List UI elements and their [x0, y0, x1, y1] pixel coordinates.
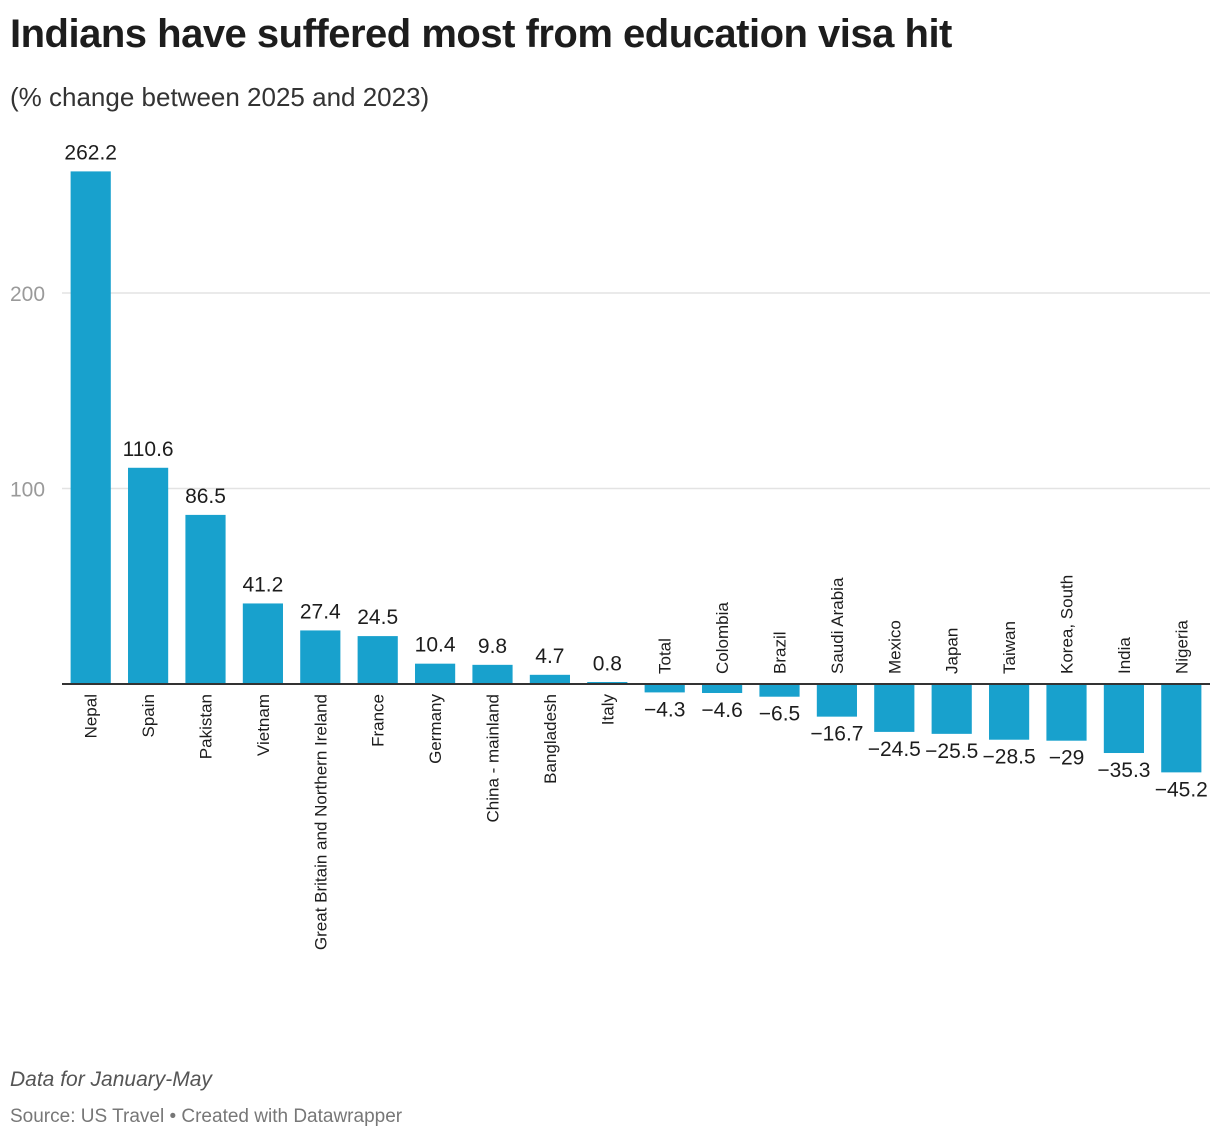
y-tick-label: 100	[10, 479, 45, 502]
chart-source: Source: US Travel • Created with Datawra…	[10, 1106, 403, 1127]
category-label: Nigeria	[1172, 620, 1191, 674]
value-label: −24.5	[868, 738, 921, 761]
value-label: 0.8	[593, 652, 622, 675]
category-label: Brazil	[771, 631, 790, 674]
category-label: China - mainland	[484, 694, 503, 823]
value-label: 262.2	[64, 141, 117, 164]
bar-11	[702, 684, 743, 693]
bar-10	[644, 684, 685, 693]
category-label: Italy	[598, 694, 617, 726]
value-label: 110.6	[123, 438, 174, 461]
bar-14	[874, 684, 915, 732]
bar-15	[931, 684, 972, 734]
category-label: Bangladesh	[541, 694, 560, 784]
value-label: 86.5	[185, 485, 226, 508]
bar-16	[989, 684, 1030, 740]
bar-19	[1161, 684, 1202, 773]
bar-5	[357, 636, 398, 684]
value-label: −28.5	[983, 746, 1036, 769]
category-label: Total	[656, 638, 675, 674]
chart-title: Indians have suffered most from educatio…	[10, 12, 952, 56]
category-label: Saudi Arabia	[828, 577, 847, 674]
bar-13	[816, 684, 857, 717]
value-label: −6.5	[759, 703, 800, 726]
bar-18	[1103, 684, 1144, 754]
category-label: Korea, South	[1058, 575, 1077, 674]
category-label: Japan	[943, 628, 962, 674]
bar-0	[70, 171, 111, 685]
category-label: Mexico	[885, 620, 904, 674]
value-label: −16.7	[810, 723, 863, 746]
category-label: Spain	[139, 694, 158, 737]
bar-7	[472, 664, 513, 684]
value-label: 10.4	[415, 634, 456, 657]
category-label: Taiwan	[1000, 621, 1019, 674]
category-label: Germany	[426, 694, 445, 764]
bar-4	[300, 630, 341, 684]
category-label: Vietnam	[254, 694, 273, 756]
bar-6	[415, 663, 456, 684]
category-label: Colombia	[713, 602, 732, 674]
category-label: Great Britain and Northern Ireland	[311, 694, 330, 950]
category-label: India	[1115, 637, 1134, 674]
bar-3	[242, 603, 283, 684]
value-label: 41.2	[242, 573, 283, 596]
value-label: −35.3	[1097, 759, 1150, 782]
bar-17	[1046, 684, 1087, 741]
value-label: 9.8	[478, 635, 507, 658]
chart-note: Data for January-May	[10, 1068, 212, 1091]
bar-12	[759, 684, 800, 697]
category-label: Nepal	[82, 694, 101, 738]
bar-chart: 100 200 262.2 Nepal 110.6 Spain 86.5 Pakistan 41…	[10, 141, 1210, 950]
value-label: −4.6	[701, 699, 742, 722]
value-label: −29	[1049, 747, 1085, 770]
bar-2	[185, 514, 226, 684]
bar-8	[529, 674, 570, 684]
category-label: France	[369, 694, 388, 747]
bar-1	[128, 467, 169, 684]
value-label: 27.4	[300, 600, 341, 623]
value-label: 4.7	[535, 645, 564, 668]
category-label: Pakistan	[197, 694, 216, 759]
value-label: −4.3	[644, 698, 685, 721]
chart-subtitle: (% change between 2025 and 2023)	[10, 82, 430, 112]
value-label: 24.5	[357, 606, 398, 629]
y-tick-label: 200	[10, 283, 45, 306]
value-label: −45.2	[1155, 778, 1208, 801]
value-label: −25.5	[925, 740, 978, 763]
